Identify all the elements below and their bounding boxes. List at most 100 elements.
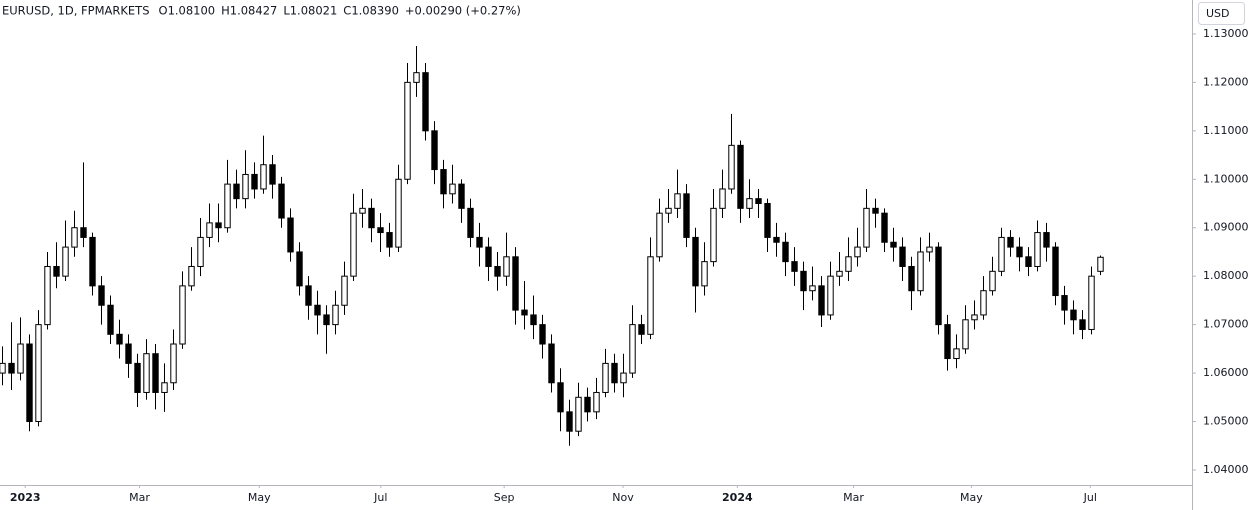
candle-body <box>35 324 42 423</box>
candle-body <box>629 324 636 374</box>
candle-body <box>449 183 456 195</box>
candle-body <box>17 343 24 374</box>
candle-body <box>107 304 114 335</box>
candle-body <box>341 275 348 306</box>
candle-body <box>836 270 843 277</box>
candle-body <box>647 256 654 335</box>
candle-body <box>620 372 627 384</box>
candle-body <box>62 246 69 277</box>
x-tick-label: 2023 <box>10 491 41 504</box>
candle-body <box>899 246 906 267</box>
candle-body <box>989 270 996 292</box>
ohlc-value: C1.08390 <box>343 4 399 18</box>
candle-body <box>161 382 168 393</box>
candle-body <box>746 198 753 209</box>
candle-body <box>53 265 60 277</box>
candle-body <box>800 270 807 292</box>
candle-body <box>269 164 276 185</box>
x-tick-label: Sep <box>494 491 515 504</box>
candle-body <box>440 169 447 195</box>
candle-body <box>8 362 15 374</box>
y-tick-label: 1.08000 <box>1203 269 1249 282</box>
candle-body <box>116 333 123 345</box>
candle-body <box>296 251 303 287</box>
candle-body <box>422 72 429 132</box>
candle-body <box>854 246 861 258</box>
candle-body <box>557 382 564 413</box>
candles <box>0 46 1104 446</box>
candle-body <box>818 285 825 316</box>
candle-body <box>485 246 492 267</box>
candle-body <box>809 285 816 292</box>
candle-body <box>467 207 474 238</box>
candle-body <box>494 265 501 277</box>
candle-body <box>377 227 384 234</box>
candle-body <box>827 275 834 316</box>
currency-label: USD <box>1206 7 1230 20</box>
x-tick-label: May <box>248 491 271 504</box>
candle-body <box>611 362 618 384</box>
x-tick-label: 2024 <box>722 491 753 504</box>
candle-body <box>305 285 312 306</box>
ohlc-value: H1.08427 <box>221 4 277 18</box>
candle-body <box>890 241 897 248</box>
candle-body <box>1043 232 1050 248</box>
candle-body <box>602 362 609 393</box>
candle-body <box>431 130 438 171</box>
candle-body <box>548 343 555 384</box>
candle-body <box>566 411 573 432</box>
x-tick-label: Mar <box>843 491 864 504</box>
x-tick-label: Jul <box>373 491 387 504</box>
y-tick-label: 1.04000 <box>1203 463 1249 476</box>
candle-body <box>737 144 744 209</box>
candle-body <box>530 314 537 326</box>
candle-body <box>332 304 339 326</box>
candle-body <box>791 261 798 272</box>
candle-body <box>773 236 780 243</box>
candle-body <box>692 236 699 287</box>
y-tick-label: 1.09000 <box>1203 221 1249 234</box>
candle-body <box>719 188 726 209</box>
candle-body <box>845 256 852 272</box>
candle-body <box>881 212 888 243</box>
candle-body <box>1007 236 1014 248</box>
candle-body <box>1025 256 1032 267</box>
x-tick-label: May <box>960 491 983 504</box>
candle-body <box>125 343 132 364</box>
candle-body <box>314 304 321 316</box>
candle-body <box>359 207 366 214</box>
candle-body <box>1079 319 1086 330</box>
candle-body <box>638 324 645 335</box>
candle-body <box>584 396 591 413</box>
candle-body <box>908 265 915 292</box>
candle-body <box>1097 256 1104 272</box>
candle-body <box>26 343 33 423</box>
symbol-label: EURUSD, 1D, FPMARKETS <box>2 4 150 18</box>
candle-body <box>1016 246 1023 258</box>
candle-body <box>458 183 465 209</box>
candle-body <box>863 207 870 248</box>
ohlc-value: O1.08100 <box>159 4 216 18</box>
candle-body <box>701 261 708 287</box>
candle-body <box>1061 295 1068 311</box>
candle-body <box>674 193 681 209</box>
x-tick-label: Mar <box>129 491 150 504</box>
candle-body <box>521 309 528 316</box>
candle-body <box>665 207 672 214</box>
candle-body <box>395 178 402 248</box>
candle-body <box>1052 246 1059 297</box>
candle-body <box>656 212 663 258</box>
change-value: +0.00290 (+0.27%) <box>405 4 521 18</box>
candle-body <box>944 324 951 360</box>
candle-body <box>71 227 78 248</box>
y-tick-label: 1.10000 <box>1203 172 1249 185</box>
candle-body <box>476 236 483 248</box>
candle-body <box>215 222 222 229</box>
candle-body <box>503 256 510 277</box>
candle-body <box>593 391 600 413</box>
currency-button[interactable] <box>1198 2 1245 25</box>
candle-body <box>953 348 960 360</box>
candle-body <box>1034 232 1041 267</box>
candle-body <box>728 144 735 190</box>
